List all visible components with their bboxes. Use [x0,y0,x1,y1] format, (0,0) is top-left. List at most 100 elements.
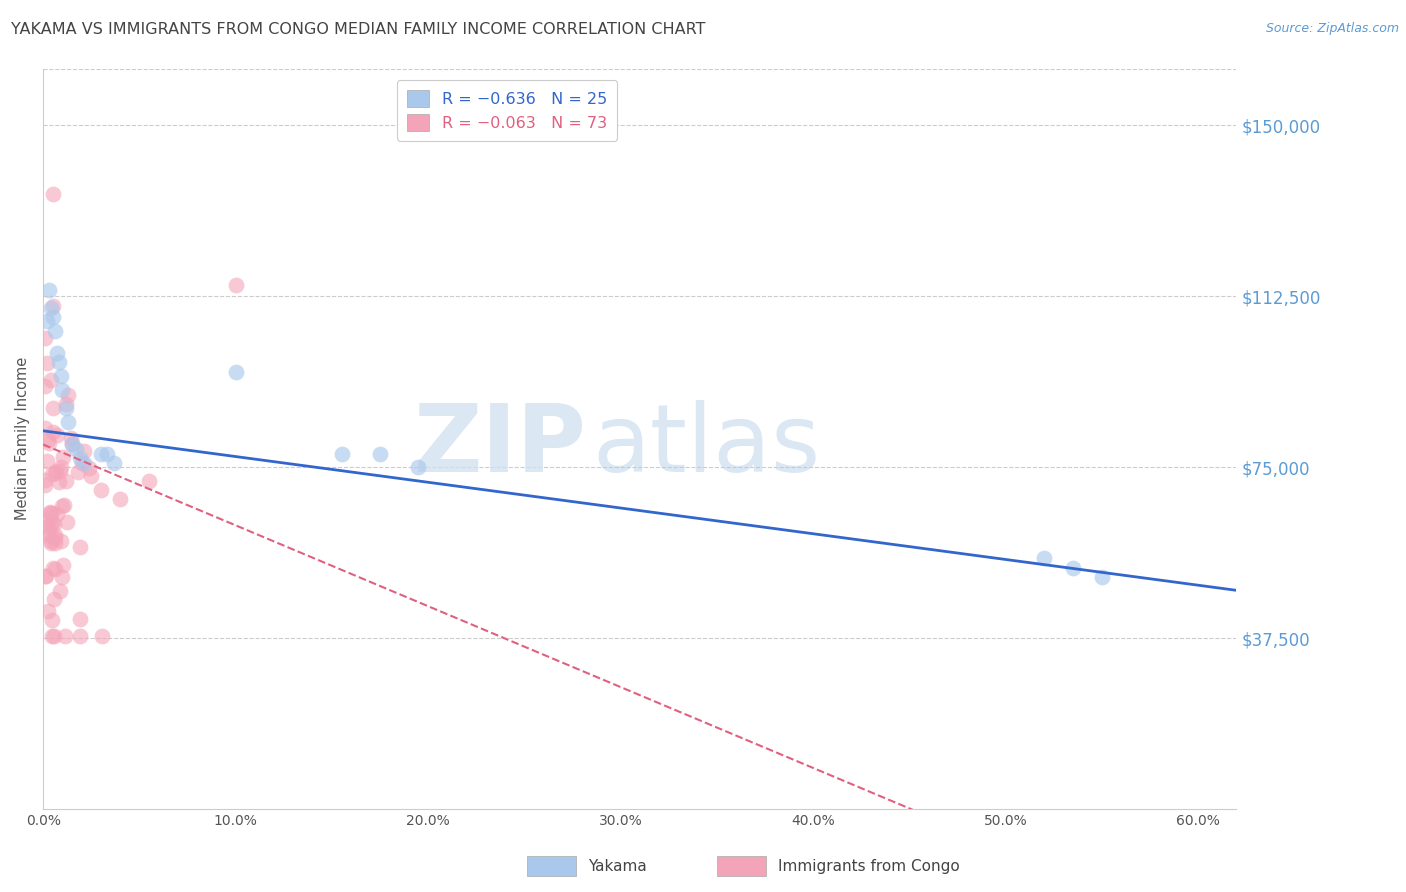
Point [37,528,59,542]
Point [1033,551,1056,566]
Point [39,517,62,532]
Point [34,568,56,582]
Point [69,612,91,626]
Point [42,517,65,532]
Point [41,516,63,531]
Point [44,532,66,546]
Point [41,629,63,643]
Point [35,314,58,328]
Text: ZIP: ZIP [413,401,586,492]
Point [72,456,94,470]
Point [52,450,75,465]
Point [69,541,91,555]
Point [41,373,63,387]
Point [37,604,59,618]
Point [44,527,66,541]
Point [44,562,66,576]
Point [51,570,73,584]
Point [42,425,65,439]
Point [55,515,77,529]
Point [45,346,67,360]
Point [38,283,60,297]
Point [51,383,73,397]
Point [38,435,60,450]
Y-axis label: Median Family Income: Median Family Income [15,357,30,520]
Point [80,469,103,483]
Point [108,492,131,507]
Point [90,483,112,497]
Point [42,591,65,606]
Point [90,447,112,461]
Point [44,324,66,338]
Point [58,387,80,401]
Point [39,527,62,541]
Point [48,355,70,369]
Point [225,365,247,379]
Point [34,379,56,393]
Point [1091,569,1114,583]
Point [34,331,56,345]
Point [41,613,63,627]
Point [60,437,83,451]
Point [225,277,247,292]
Point [39,535,62,549]
Point [58,415,80,429]
Point [45,464,67,478]
Point [49,464,72,478]
Point [65,442,87,456]
Point [44,536,66,550]
Point [51,499,73,513]
Point [1062,560,1084,574]
Point [138,474,160,488]
Point [66,465,89,479]
Point [70,456,93,470]
Point [46,507,69,521]
Point [35,453,58,467]
Point [49,533,72,548]
Point [38,506,60,520]
Point [103,456,125,470]
Point [41,533,63,548]
Point [41,300,63,314]
Text: atlas: atlas [592,401,820,492]
Point [39,505,62,519]
Point [55,401,77,415]
Point [91,629,114,643]
Legend: R = −0.636   N = 25, R = −0.063   N = 73: R = −0.636 N = 25, R = −0.063 N = 73 [398,80,617,141]
Point [368,447,391,461]
Point [35,519,58,533]
Point [42,310,65,324]
Point [55,397,77,411]
Text: Immigrants from Congo: Immigrants from Congo [778,859,959,873]
Point [34,478,56,492]
Point [49,369,72,384]
Point [37,433,59,447]
Point [34,513,56,527]
Text: Source: ZipAtlas.com: Source: ZipAtlas.com [1265,22,1399,36]
Point [53,498,76,512]
Point [60,431,83,445]
Point [35,569,58,583]
Point [39,301,62,315]
Point [49,460,72,475]
Point [42,401,65,415]
Point [69,629,91,643]
Point [408,460,430,475]
Point [42,629,65,643]
Point [73,444,96,458]
Point [48,475,70,490]
Text: Yakama: Yakama [588,859,647,873]
Point [44,466,66,480]
Point [53,629,76,643]
Point [42,560,65,574]
Point [45,428,67,442]
Point [96,447,118,461]
Point [55,474,77,488]
Point [34,473,56,487]
Point [69,451,91,466]
Point [60,437,83,451]
Point [37,355,59,369]
Point [52,558,75,573]
Point [41,467,63,482]
Point [42,186,65,201]
